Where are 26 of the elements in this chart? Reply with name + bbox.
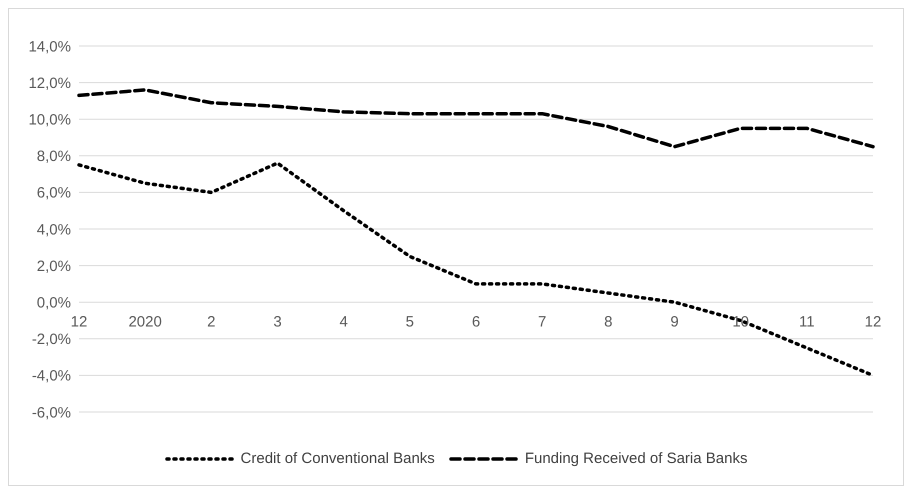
- x-tick-label: 7: [538, 313, 546, 330]
- x-tick-label: 2: [207, 313, 216, 330]
- x-tick-label: 8: [604, 313, 613, 330]
- legend-label: Funding Received of Saria Banks: [524, 450, 748, 467]
- y-tick-label: 14,0%: [28, 38, 71, 56]
- y-tick-label: 10,0%: [28, 112, 71, 129]
- line-series: [77, 88, 875, 148]
- x-tick-label: 4: [339, 313, 348, 330]
- y-tick-label: 0,0%: [36, 294, 71, 312]
- y-tick-label: 4,0%: [36, 221, 71, 238]
- x-tick-label: 6: [472, 313, 480, 330]
- x-tick-label: 2020: [128, 313, 162, 330]
- x-tick-label: 12: [70, 313, 88, 330]
- legend-label: Credit of Conventional Banks: [240, 450, 435, 467]
- y-tick-label: 12,0%: [28, 74, 71, 92]
- y-tick-label: -2,0%: [32, 331, 71, 348]
- x-tick-label: 3: [273, 313, 282, 330]
- y-tick-label: 8,0%: [36, 148, 71, 166]
- x-tick-label: 9: [670, 313, 679, 330]
- y-tick-label: -4,0%: [32, 368, 71, 385]
- y-tick-label: -6,0%: [32, 404, 71, 422]
- y-tick-label: 2,0%: [36, 258, 71, 275]
- y-tick-label: 6,0%: [36, 184, 71, 202]
- x-tick-label: 12: [864, 313, 882, 330]
- x-tick-label: 11: [799, 313, 815, 330]
- x-tick-label: 5: [406, 313, 414, 330]
